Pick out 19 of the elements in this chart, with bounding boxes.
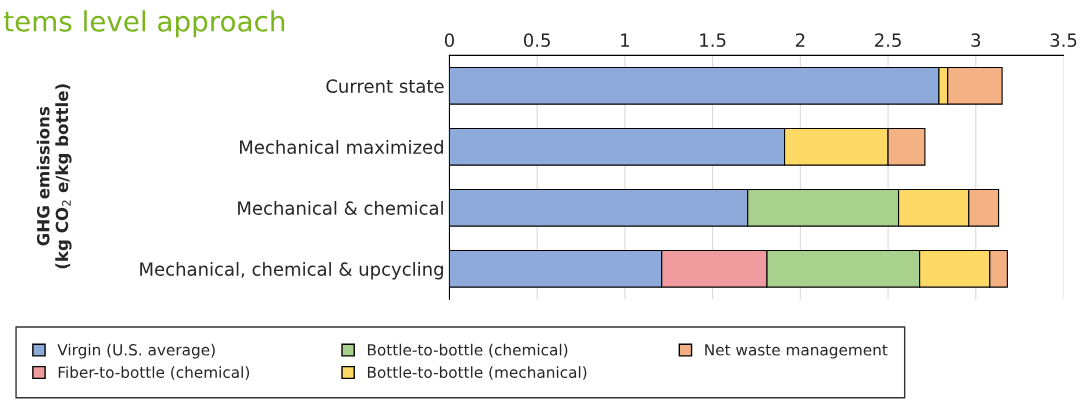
x-tick-label: 0.5 xyxy=(524,33,550,47)
legend-label: Virgin (U.S. average) xyxy=(57,343,215,359)
x-tick-label: 0 xyxy=(444,33,454,47)
legend-label: Fiber-to-bottle (chemical) xyxy=(58,366,250,380)
legend-label: Bottle-to-bottle (mechanical) xyxy=(367,366,587,380)
x-tick-label: 2.5 xyxy=(875,33,901,47)
x-tick-label: 3.5 xyxy=(1050,33,1077,47)
x-tick-label: 3 xyxy=(971,33,981,47)
legend-label: Net waste management xyxy=(705,344,888,359)
text: tems level approach xyxy=(4,10,285,38)
legend-label: Bottle-to-bottle (chemical) xyxy=(367,343,568,358)
x-tick-label: 2 xyxy=(795,33,805,47)
x-tick-label: 1.5 xyxy=(700,33,726,47)
x-tick-label: 1 xyxy=(621,33,629,47)
y-tick-label: Mechanical maximized xyxy=(240,139,443,154)
y-tick-label: Mechanical, chemical & upcycling xyxy=(140,261,443,280)
y-axis-title: GHG emissions (kg CO$_{2}$ e/kg bottle) xyxy=(36,84,72,269)
y-tick-label: Mechanical & chemical xyxy=(238,200,443,215)
y-tick-label: Current state xyxy=(326,79,444,93)
